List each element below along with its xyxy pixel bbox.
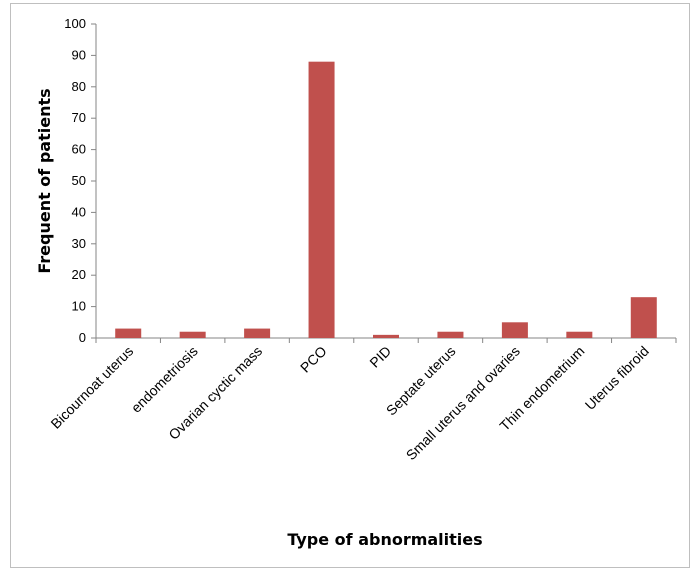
y-tick-label: 80 bbox=[72, 79, 86, 94]
y-tick-label: 20 bbox=[72, 267, 86, 282]
x-axis-title: Type of abnormalities bbox=[287, 530, 482, 549]
y-tick-label: 70 bbox=[72, 110, 86, 125]
x-tick-label: PID bbox=[366, 343, 394, 371]
chart-frame bbox=[10, 3, 690, 568]
x-tick-label: Uterus fibroid bbox=[582, 343, 652, 413]
bar bbox=[115, 328, 142, 338]
y-tick-label: 0 bbox=[79, 330, 86, 345]
bar bbox=[179, 331, 206, 338]
bar bbox=[244, 328, 271, 338]
y-axis: 0 10 20 30 40 50 60 70 80 90 100 bbox=[64, 16, 97, 345]
bar bbox=[566, 331, 593, 338]
bar bbox=[630, 297, 657, 338]
y-tick-label: 100 bbox=[64, 16, 86, 31]
bar bbox=[308, 61, 335, 339]
x-axis bbox=[95, 337, 677, 343]
x-tick-label: endometriosis bbox=[128, 343, 201, 416]
x-tick-label: Small uterus and ovaries bbox=[403, 343, 523, 463]
bar bbox=[501, 322, 528, 338]
y-tick-label: 60 bbox=[72, 142, 86, 157]
bar bbox=[373, 334, 399, 338]
x-tick-label: PCO bbox=[297, 343, 330, 376]
y-tick-label: 30 bbox=[72, 236, 86, 251]
y-tick-label: 90 bbox=[72, 47, 86, 62]
y-tick-label: 40 bbox=[72, 204, 86, 219]
bar bbox=[437, 331, 464, 338]
y-axis-title: Frequent of patients bbox=[35, 88, 54, 273]
x-tick-label: Bicournoat uterus bbox=[47, 343, 136, 432]
y-tick-label: 50 bbox=[72, 173, 86, 188]
bars bbox=[115, 61, 657, 339]
y-tick-label: 10 bbox=[72, 299, 86, 314]
